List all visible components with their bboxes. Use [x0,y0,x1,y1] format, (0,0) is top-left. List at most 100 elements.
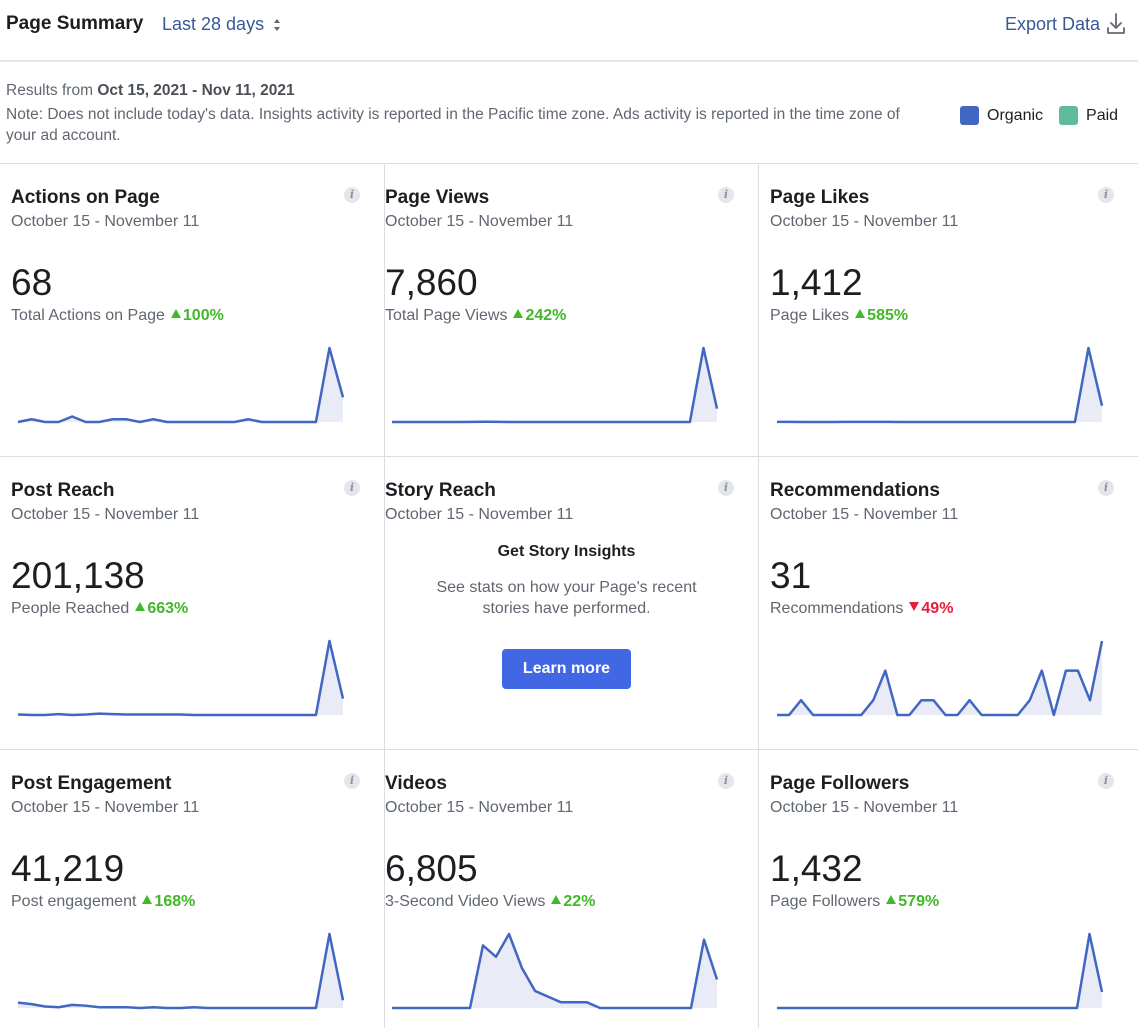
info-icon[interactable]: i [1098,480,1114,496]
trend-arrow-icon [170,309,181,319]
card-date: October 15 - November 11 [770,506,959,523]
info-icon[interactable]: i [1098,773,1114,789]
sparkline-line [777,640,1104,717]
story-insights-description: See stats on how your Page's recent stor… [436,579,697,617]
page-title: Page Summary [6,13,144,34]
metric-label: Total Actions on Page [11,307,165,324]
sparkline-line [17,346,345,424]
sort-arrows-icon [274,19,281,32]
results-dates: Oct 15, 2021 - Nov 11, 2021 [97,82,295,99]
legend-paid: Paid [1059,106,1118,125]
timezone-note: Note: Does not include today's data. Ins… [6,106,900,144]
learn-more-button[interactable]: Learn more [502,649,631,689]
card-title: Videos [385,773,447,794]
story-insights-heading: Get Story Insights [497,543,636,560]
legend-organic-label: Organic [987,106,1044,124]
change-percent: 579% [898,893,940,910]
trend-arrow-icon [909,602,920,612]
sparkline-line [17,932,345,1010]
card-recommendations[interactable]: Recommendations October 15 - November 11… [759,457,1138,750]
sparkline-line [17,639,345,717]
metric-subtitle: Total Actions on Page 100% [11,307,224,325]
info-icon[interactable]: i [1098,187,1114,203]
sparkline-chart [17,346,345,424]
trend-arrow-icon [886,895,897,905]
export-data-label: Export Data [1004,13,1100,34]
change-percent: 22% [563,893,596,910]
card-date: October 15 - November 11 [770,213,959,230]
change-indicator: 585% [855,307,908,324]
sparkline-area [777,934,1102,1008]
metric-value: 201,138 [11,555,145,596]
info-icon[interactable]: i [344,773,360,789]
page-header: Page Summary Last 28 days Export Data [0,0,1138,62]
sparkline-chart [392,932,719,1010]
sparkline-chart [777,932,1104,1010]
card-date: October 15 - November 11 [11,506,200,523]
sparkline-area [18,641,343,715]
trend-arrow-icon [142,895,153,905]
change-percent: 168% [154,893,196,910]
trend-arrow-icon [855,309,866,319]
card-post-engagement[interactable]: Post Engagement October 15 - November 11… [0,750,385,1028]
sparkline-area [18,934,343,1008]
info-icon[interactable]: i [344,480,360,496]
card-date: October 15 - November 11 [385,213,574,230]
card-title: Story Reach [385,480,496,501]
sparkline-line [392,932,719,1010]
metric-value: 68 [11,262,53,303]
results-info: Results from Oct 15, 2021 - Nov 11, 2021… [0,64,1138,164]
date-range-select[interactable]: Last 28 days [162,14,281,35]
sparkline-area [18,348,343,422]
card-videos[interactable]: Videos October 15 - November 11 i 6,805 … [374,750,759,1028]
sparkline-area [777,641,1102,715]
metric-value: 31 [770,555,812,596]
change-percent: 100% [182,307,224,324]
metric-subtitle: Total Page Views 242% [385,307,566,325]
change-indicator: 579% [886,893,939,910]
legend-organic: Organic [960,106,1043,125]
results-prefix: Results from [6,82,93,99]
info-icon[interactable]: i [718,480,734,496]
card-story-reach: Story Reach October 15 - November 11 i G… [374,457,759,750]
change-indicator: 242% [513,307,566,324]
card-title: Actions on Page [11,187,160,208]
sparkline-chart [17,639,345,717]
sparkline-line [777,346,1104,424]
change-indicator: 663% [135,600,188,617]
metric-value: 1,412 [770,262,863,303]
info-icon[interactable]: i [344,187,360,203]
card-title: Page Views [385,187,490,208]
metric-subtitle: 3-Second Video Views 22% [385,893,595,911]
card-title: Post Reach [11,480,115,501]
card-page-likes[interactable]: Page Likes October 15 - November 11 i 1,… [759,164,1138,457]
card-actions-on-page[interactable]: Actions on Page October 15 - November 11… [0,164,385,457]
metric-label: People Reached [11,600,130,617]
metric-subtitle: Page Followers 579% [770,893,939,911]
export-data-button[interactable]: Export Data [1005,12,1126,36]
info-icon[interactable]: i [718,187,734,203]
card-title: Post Engagement [11,773,172,794]
legend-paid-label: Paid [1086,106,1119,124]
sparkline-line [392,346,719,424]
sparkline-line [777,932,1104,1010]
info-icon[interactable]: i [718,773,734,789]
metric-subtitle: People Reached 663% [11,600,188,618]
change-percent: 585% [867,307,909,324]
trend-arrow-icon [551,895,562,905]
card-post-reach[interactable]: Post Reach October 15 - November 11 i 20… [0,457,385,750]
card-page-followers[interactable]: Page Followers October 15 - November 11 … [759,750,1138,1028]
card-page-views[interactable]: Page Views October 15 - November 11 i 7,… [374,164,759,457]
sparkline-area [392,348,717,422]
trend-arrow-icon [513,309,524,319]
metric-value: 6,805 [385,848,478,889]
legend: Organic Paid [960,106,1134,125]
metric-subtitle: Post engagement 168% [11,893,195,911]
card-title: Page Likes [770,187,870,208]
metric-value: 1,432 [770,848,863,889]
card-date: October 15 - November 11 [385,506,574,523]
sparkline-chart [392,346,719,424]
card-date: October 15 - November 11 [11,213,200,230]
change-percent: 242% [525,307,567,324]
metric-value: 41,219 [11,848,125,889]
